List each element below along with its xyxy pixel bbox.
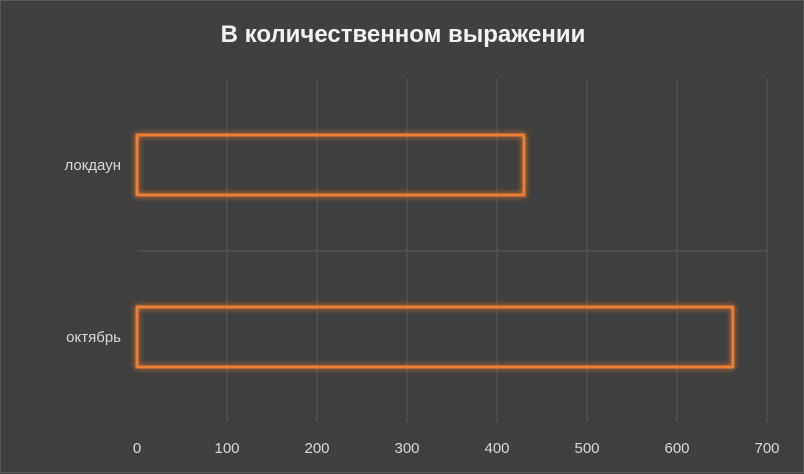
bar-1 xyxy=(135,133,526,197)
bar-0 xyxy=(135,305,735,369)
x-tick-label-600: 600 xyxy=(664,440,689,457)
x-tick-label-400: 400 xyxy=(484,440,509,457)
x-axis-ticks: 0 100 200 300 400 500 600 700 xyxy=(133,440,780,457)
bars xyxy=(135,133,735,369)
category-labels: октябрь локдаун xyxy=(64,157,121,346)
chart-title: В количественном выражении xyxy=(220,21,586,48)
x-tick-label-0: 0 xyxy=(133,440,141,457)
x-tick-label-300: 300 xyxy=(394,440,419,457)
x-tick-label-100: 100 xyxy=(214,440,239,457)
grid-lines xyxy=(137,79,768,423)
x-tick-label-500: 500 xyxy=(574,440,599,457)
x-tick-label-200: 200 xyxy=(304,440,329,457)
category-label-0: октябрь xyxy=(66,329,121,346)
x-tick-label-700: 700 xyxy=(754,440,779,457)
category-label-1: локдаун xyxy=(64,157,121,174)
